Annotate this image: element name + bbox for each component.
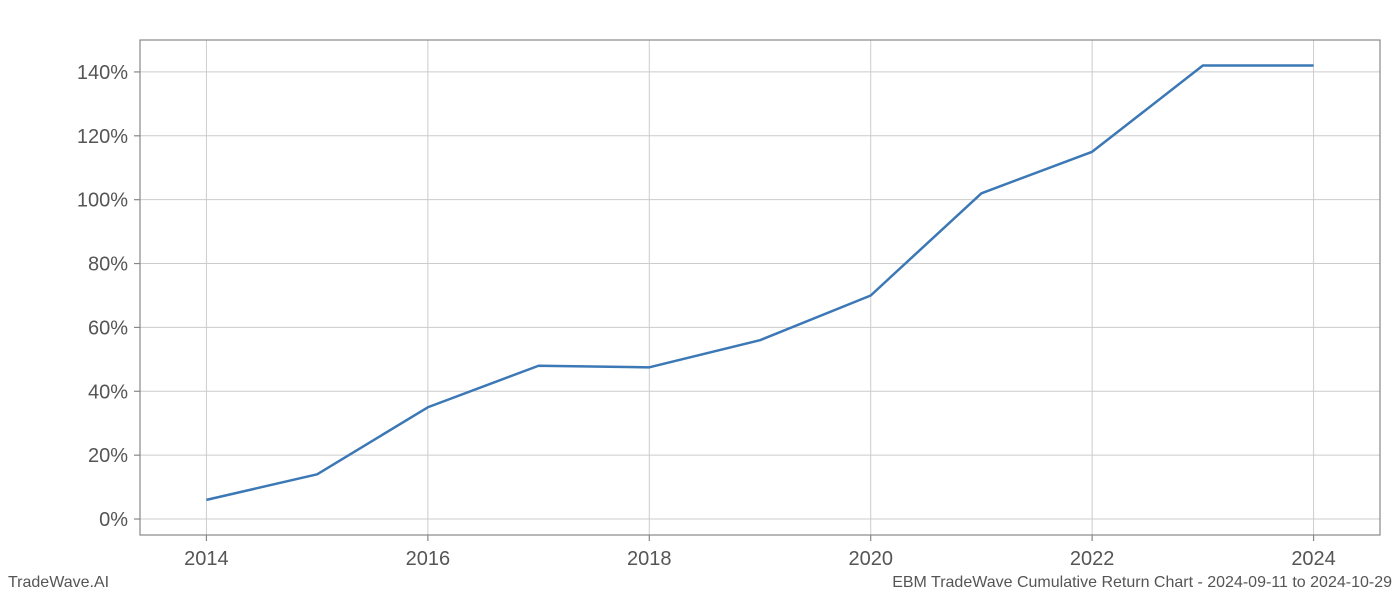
x-tick-label: 2018 — [627, 548, 672, 570]
y-tick-label: 20% — [88, 445, 128, 467]
x-tick-label: 2016 — [406, 548, 451, 570]
chart-container: 2014 2016 2018 2020 2022 2024 0% 20% 40% 60% 80% 10… — [0, 0, 1400, 600]
y-tick-label: 80% — [88, 254, 128, 276]
x-tick-label: 2022 — [1070, 548, 1115, 570]
x-tick-label: 2020 — [848, 548, 893, 570]
footer-left-text: TradeWave.AI — [8, 574, 109, 592]
y-tick-label: 0% — [99, 509, 128, 531]
x-tick-label: 2024 — [1291, 548, 1336, 570]
y-tick-label: 40% — [88, 381, 128, 403]
y-tick-label: 140% — [77, 62, 128, 84]
footer-right-text: EBM TradeWave Cumulative Return Chart - … — [892, 574, 1392, 592]
line-chart-svg: 2014 2016 2018 2020 2022 2024 0% 20% 40% 60% 80% 10… — [0, 0, 1400, 600]
y-tick-label: 120% — [77, 126, 128, 148]
y-tick-label: 100% — [77, 190, 128, 212]
x-tick-label: 2014 — [184, 548, 229, 570]
y-tick-label: 60% — [88, 317, 128, 339]
